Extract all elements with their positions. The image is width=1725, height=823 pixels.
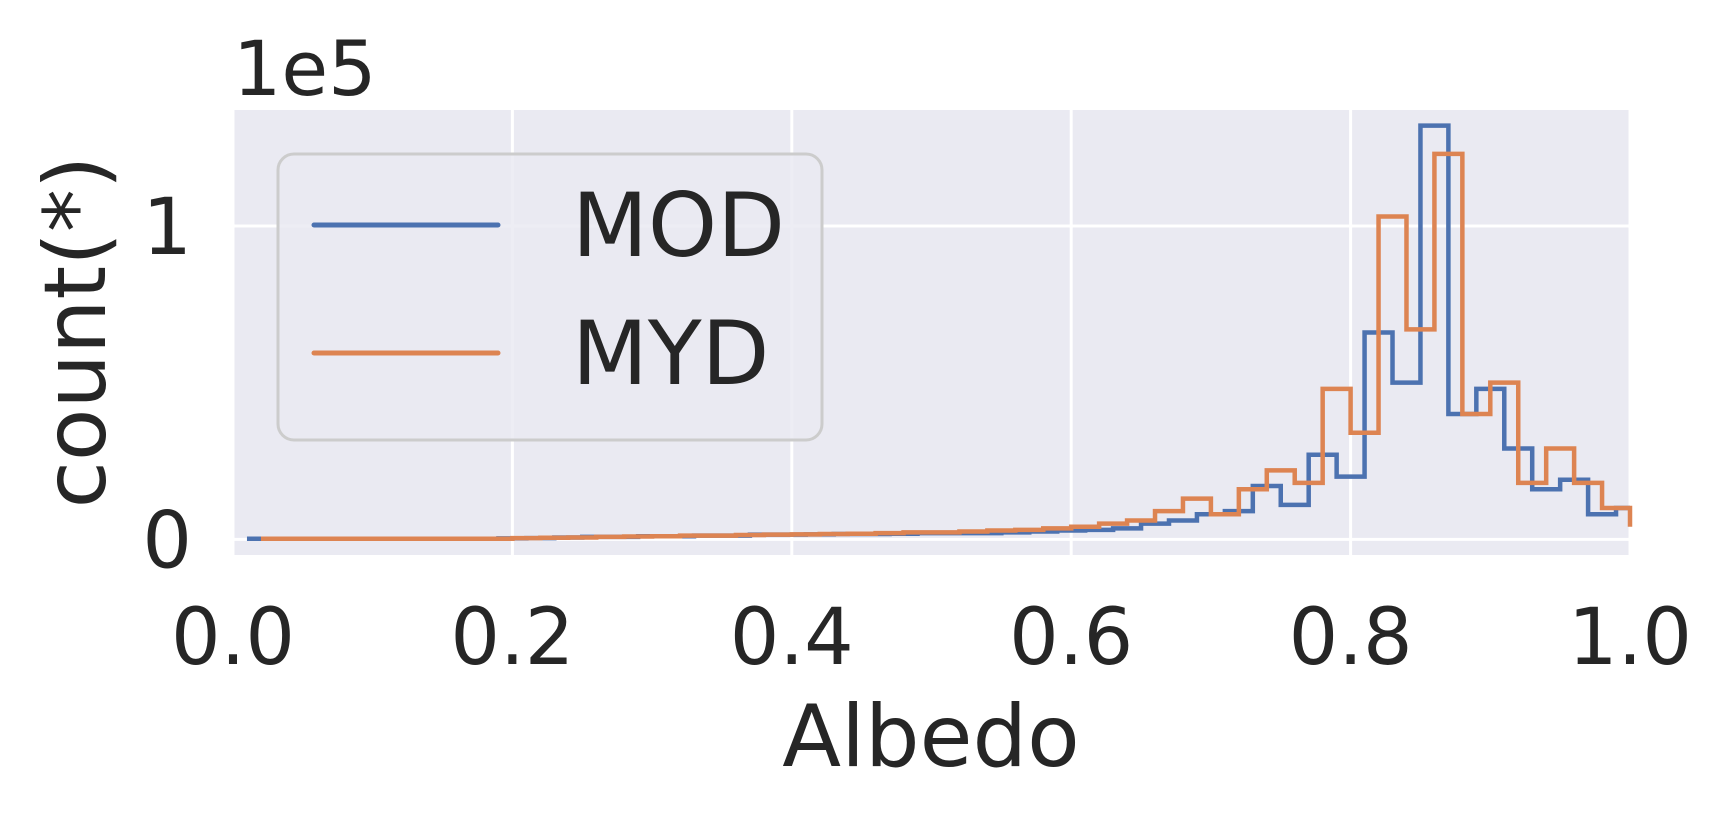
y-offset-label: 1e5: [233, 24, 376, 113]
y-tick-label: 0: [142, 496, 192, 586]
x-tick-labels: 0.0 0.2 0.4 0.6 0.8 1.0: [171, 593, 1692, 683]
x-tick-label: 1.0: [1568, 593, 1692, 683]
x-tick-label: 0.8: [1289, 593, 1413, 683]
series-layer: [246, 123, 1633, 541]
x-tick-label: 0.4: [730, 593, 854, 683]
x-axis-label: Albedo: [782, 687, 1079, 787]
legend-label-mod: MOD: [572, 174, 785, 277]
x-tick-label: 0.2: [450, 593, 574, 683]
series-line-myd: [260, 151, 1633, 541]
y-tick-label: 1: [142, 183, 192, 273]
x-tick-label: 0.0: [171, 593, 295, 683]
x-tick-label: 0.6: [1009, 593, 1133, 683]
legend: MOD MYD: [276, 152, 824, 442]
legend-label-myd: MYD: [572, 302, 769, 405]
y-tick-labels: 01: [142, 183, 192, 586]
y-axis-label: count(*): [26, 156, 126, 509]
